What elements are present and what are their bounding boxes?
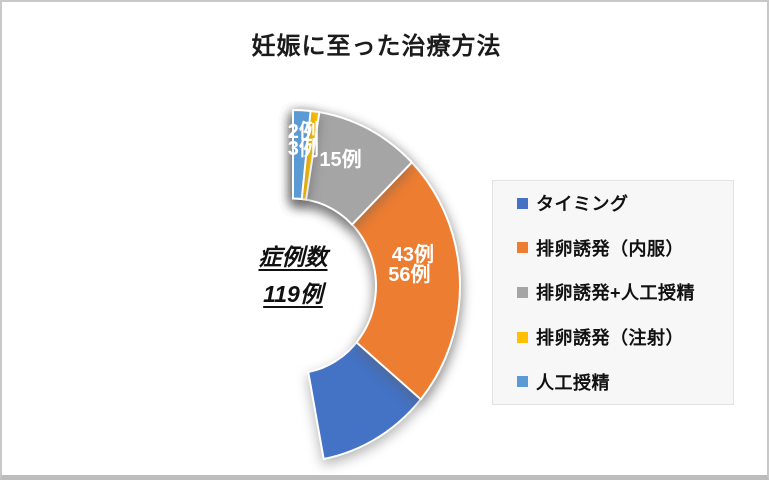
slice-data-label-2: 15例	[319, 149, 362, 172]
slice-data-label-4: 2例	[287, 120, 319, 143]
legend-label: 排卵誘発（内服）	[536, 238, 684, 259]
legend-label: タイミング	[536, 194, 629, 215]
legend-label: 人工授精	[536, 372, 610, 393]
legend-swatch-icon	[517, 376, 528, 388]
pie-slice-4	[292, 108, 312, 201]
center-label-line1: 症例数	[258, 244, 328, 270]
legend-item-ovulation-iui: 排卵誘発+人工授精	[517, 279, 733, 305]
pie-slice-2	[292, 108, 414, 226]
legend-swatch-icon	[517, 286, 528, 298]
legend-label: 排卵誘発（注射）	[536, 328, 684, 349]
slice-data-label-1: 43例	[391, 243, 435, 266]
legend-item-ovulation-injection: 排卵誘発（注射）	[517, 324, 733, 350]
chart-title: 妊娠に至った治療方法	[251, 33, 502, 60]
legend-swatch-icon	[517, 331, 528, 343]
legend-item-ovulation-oral: 排卵誘発（内服）	[517, 235, 733, 261]
legend: タイミング 排卵誘発（内服） 排卵誘発+人工授精 排卵誘発（注射） 人工授精	[492, 180, 734, 405]
legend-label: 排卵誘発+人工授精	[536, 283, 696, 304]
legend-item-iui: 人工授精	[517, 369, 733, 395]
legend-swatch-icon	[517, 242, 528, 254]
slice-data-label-0: 56例	[388, 263, 431, 286]
center-label-line2: 119例	[263, 281, 323, 307]
donut-center-label: 症例数 119例	[259, 232, 328, 320]
legend-swatch-icon	[517, 197, 528, 209]
slice-data-label-3: 3例	[287, 138, 319, 161]
legend-item-timing: タイミング	[517, 190, 733, 216]
